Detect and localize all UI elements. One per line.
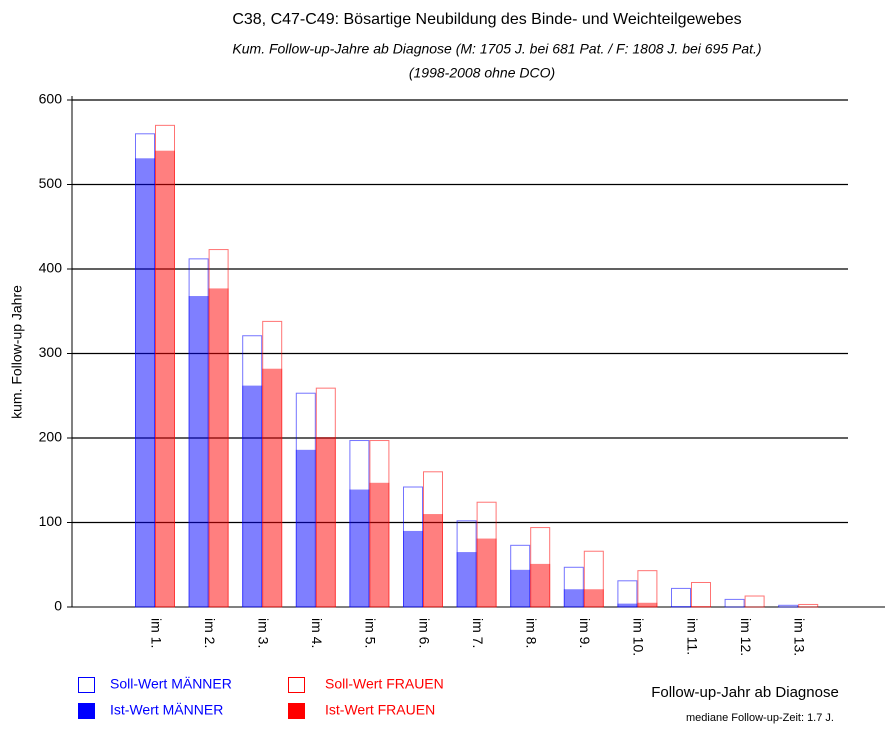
chart-title: C38, C47-C49: Bösartige Neubildung des B… (232, 11, 741, 28)
legend-label: Soll-Wert MÄNNER (110, 676, 232, 692)
y-tick-label: 500 (39, 175, 63, 191)
x-tick-label: im 13. (791, 618, 807, 656)
chart-subtitle: Kum. Follow-up-Jahre ab Diagnose (M: 170… (232, 41, 761, 57)
bar (530, 563, 551, 607)
bar-outline (798, 603, 819, 608)
legend-label: Soll-Wert FRAUEN (325, 676, 444, 692)
bar (208, 288, 229, 607)
y-tick-label: 0 (54, 598, 62, 614)
x-tick-label: im 10. (631, 618, 647, 656)
x-tick-label: im 5. (363, 618, 379, 648)
x-tick-label: im 8. (523, 618, 539, 648)
x-tick-label: im 12. (738, 618, 754, 656)
y-tick-label: 600 (39, 91, 63, 107)
bar (476, 538, 497, 607)
bar (456, 552, 477, 607)
y-tick-label: 100 (39, 513, 63, 529)
legend-swatch (288, 677, 305, 693)
chart-subtitle: (1998-2008 ohne DCO) (409, 65, 555, 81)
bar (617, 603, 638, 607)
bar (315, 437, 336, 607)
x-tick-label: im 6. (416, 618, 432, 648)
y-tick-label: 400 (39, 260, 63, 276)
x-tick-label: im 9. (577, 618, 593, 648)
legend-swatch (78, 677, 95, 693)
legend-label: Ist-Wert FRAUEN (325, 702, 435, 718)
bar (563, 589, 584, 607)
x-tick-label: im 2. (202, 618, 218, 648)
legend-swatch (288, 703, 305, 719)
bar (188, 296, 209, 607)
x-tick-label: im 3. (255, 618, 271, 648)
x-tick-label: im 1. (148, 618, 164, 648)
bar-outline (744, 595, 765, 608)
bar-outline (671, 587, 691, 608)
x-axis-label: Follow-up-Jahr ab Diagnose (651, 684, 839, 701)
bar (510, 569, 531, 607)
bar (423, 514, 443, 607)
bar-outline (691, 581, 711, 608)
bar (349, 489, 370, 607)
bar (135, 158, 155, 607)
bar (155, 150, 175, 607)
x-tick-label: im 11. (684, 618, 700, 655)
x-tick-label: im 7. (470, 618, 486, 648)
legend-label: Ist-Wert MÄNNER (110, 702, 223, 718)
bar (369, 482, 390, 607)
bar-outline (778, 604, 799, 608)
bar (583, 589, 604, 607)
note: mediane Follow-up-Zeit: 1.7 J. (686, 712, 834, 724)
bar (295, 449, 316, 607)
bar (242, 385, 263, 607)
y-tick-label: 300 (39, 344, 63, 360)
bar (637, 602, 658, 607)
bar-outline (617, 580, 638, 608)
bar-outline (724, 598, 745, 608)
bar (262, 368, 283, 607)
x-tick-label: im 4. (309, 618, 325, 648)
bar (403, 530, 423, 607)
bar-outline (637, 570, 658, 608)
bar (671, 606, 691, 607)
y-axis-label: kum. Follow-up Jahre (9, 285, 25, 419)
bar (691, 606, 711, 607)
y-tick-label: 200 (39, 429, 63, 445)
legend-swatch (78, 703, 95, 719)
